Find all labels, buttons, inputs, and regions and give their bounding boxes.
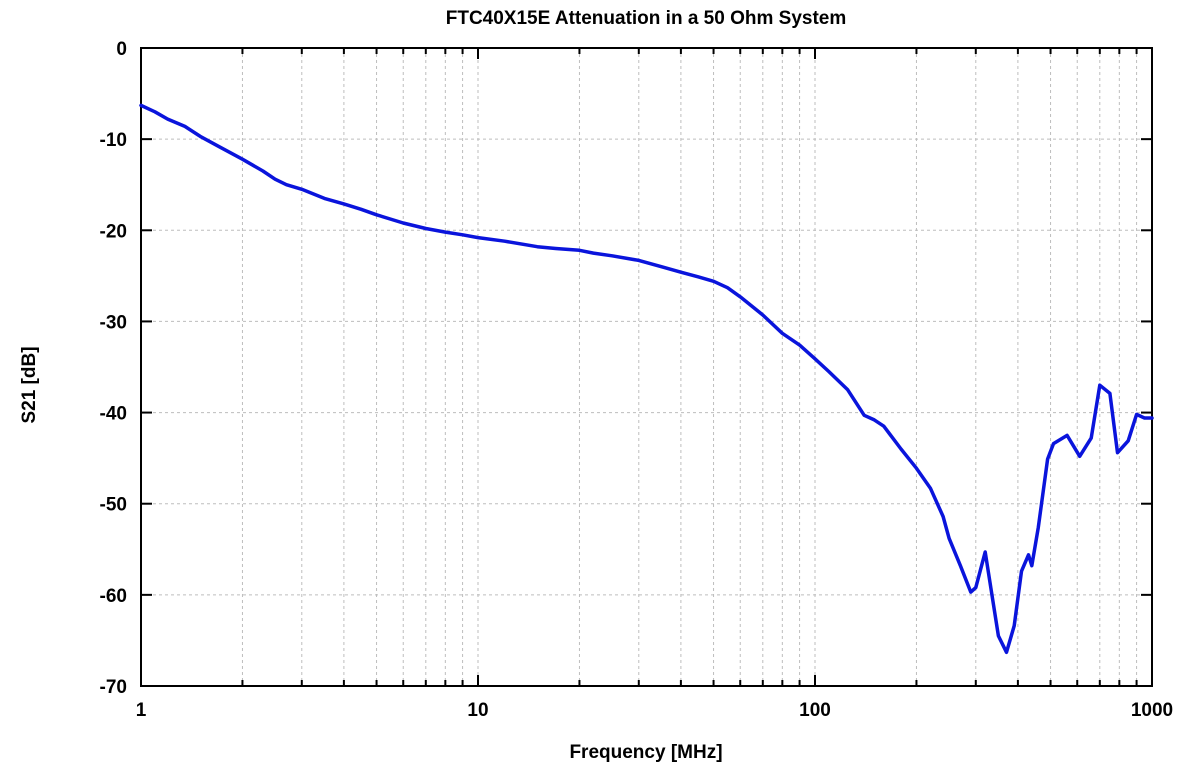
series-line [141, 105, 1152, 652]
y-tick-label: -10 [100, 130, 127, 151]
series-group [141, 105, 1152, 652]
chart-title: FTC40X15E Attenuation in a 50 Ohm System [446, 8, 847, 29]
y-tick-label: -30 [100, 312, 127, 333]
grid [141, 48, 1152, 686]
y-tick-label: -60 [100, 586, 127, 607]
axis-ticks: 1 10 100 1000 0 -10 -20 -30 -40 -50 -60 -70 [100, 39, 1174, 721]
x-tick-label: 10 [467, 700, 488, 721]
plot-frame [141, 48, 1152, 686]
x-tick-label: 1000 [1131, 700, 1173, 721]
x-tick-label: 100 [799, 700, 831, 721]
y-tick-label: -40 [100, 404, 127, 425]
y-axis-label: S21 [dB] [19, 346, 40, 423]
x-axis-label: Frequency [MHz] [569, 742, 722, 763]
y-tick-label: 0 [116, 39, 127, 60]
x-tick-label: 1 [136, 700, 147, 721]
y-tick-label: -20 [100, 221, 127, 242]
y-tick-label: -70 [100, 677, 127, 698]
y-tick-label: -50 [100, 495, 127, 516]
